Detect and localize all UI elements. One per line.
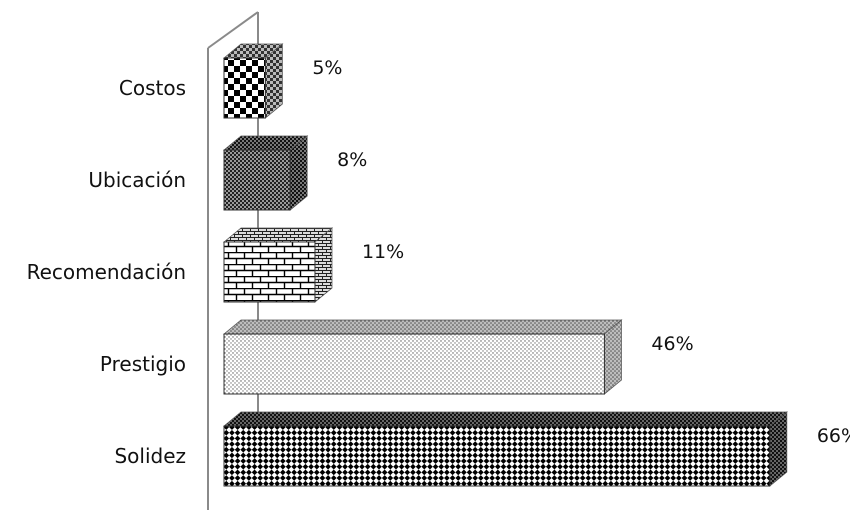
bar-ubicacion bbox=[222, 135, 309, 211]
category-label-prestigio: Prestigio bbox=[100, 352, 186, 376]
bars-group bbox=[222, 43, 788, 487]
bar-front-prestigio bbox=[223, 333, 605, 395]
bar-front-ubicacion bbox=[223, 149, 291, 211]
value-label-prestigio: 46% bbox=[651, 333, 693, 355]
bar-top-prestigio bbox=[222, 319, 623, 335]
bar-recomendacion bbox=[222, 227, 334, 303]
bar-solidez bbox=[222, 411, 788, 487]
bar-top-solidez bbox=[222, 411, 788, 427]
axis-wall-top bbox=[207, 11, 259, 49]
value-label-costos: 5% bbox=[312, 57, 342, 79]
bar-front-solidez bbox=[223, 425, 771, 487]
value-label-solidez: 66% bbox=[817, 425, 850, 447]
category-label-solidez: Solidez bbox=[114, 444, 186, 468]
category-label-costos: Costos bbox=[119, 76, 186, 100]
bar-costos bbox=[222, 43, 284, 119]
value-labels: 5% 8% 11% 46% 66% bbox=[312, 57, 850, 447]
bar-top-recomendacion bbox=[222, 227, 334, 243]
value-label-ubicacion: 8% bbox=[337, 149, 367, 171]
value-label-recomendacion: 11% bbox=[362, 241, 404, 263]
category-label-recomendacion: Recomendación bbox=[27, 260, 186, 284]
bar-front-costos bbox=[223, 57, 266, 119]
bar-prestigio bbox=[222, 319, 623, 395]
bar-front-recomendacion bbox=[223, 241, 316, 303]
category-labels: Costos Ubicación Recomendación Prestigio Sol… bbox=[27, 76, 186, 468]
category-label-ubicacion: Ubicación bbox=[88, 168, 186, 192]
